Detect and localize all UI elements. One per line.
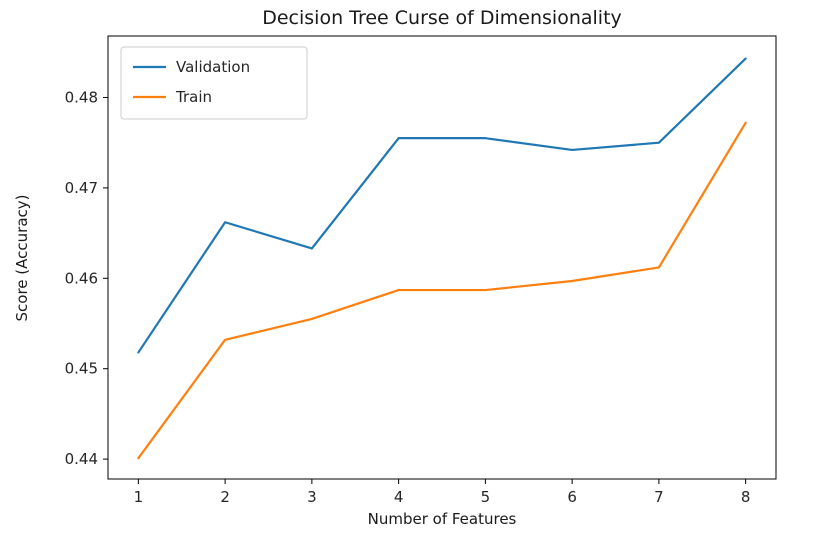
x-tick-label: 8 [741, 488, 751, 506]
chart-title: Decision Tree Curse of Dimensionality [262, 7, 622, 29]
y-tick-label: 0.44 [65, 450, 98, 468]
x-tick-label: 3 [307, 488, 317, 506]
x-tick-label: 5 [481, 488, 491, 506]
y-tick-label: 0.48 [65, 88, 98, 106]
y-tick-label: 0.47 [65, 179, 98, 197]
y-axis-label: Score (Accuracy) [13, 195, 31, 322]
train-line [137, 121, 747, 460]
y-tick-label: 0.45 [65, 360, 98, 378]
x-tick-label: 4 [394, 488, 404, 506]
legend-label-validation: Validation [176, 58, 250, 76]
legend-label-train: Train [175, 88, 212, 106]
plot-area: 1 2 3 4 5 6 7 8 0.44 0.45 0.46 0.47 0.48 Validation Tr… [65, 35, 777, 506]
x-tick-label: 7 [654, 488, 664, 506]
x-tick-label: 1 [134, 488, 144, 506]
validation-line [137, 57, 747, 354]
legend-box [120, 46, 308, 120]
x-tick-label: 6 [567, 488, 577, 506]
x-tick-label: 2 [220, 488, 230, 506]
y-tick-label: 0.46 [65, 269, 98, 287]
x-axis-label: Number of Features [368, 510, 517, 528]
